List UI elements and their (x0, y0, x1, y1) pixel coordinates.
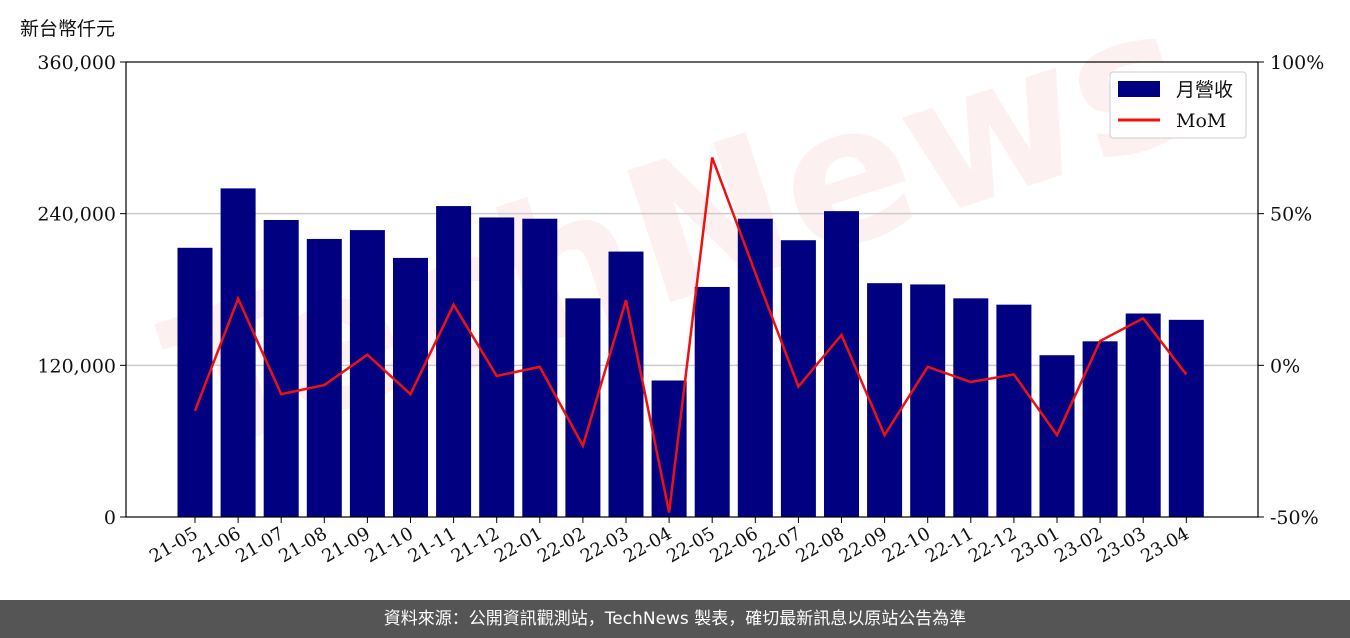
y-right-tick-label: -50% (1270, 507, 1319, 529)
legend-swatch-revenue (1118, 81, 1160, 97)
source-footer: 資料來源：公開資訊觀測站，TechNews 製表，確切最新訊息以原站公告為準 (0, 600, 1350, 638)
revenue-chart: 0 120,000 240,000 360,000 -50% 0% 50% 100% 21-05… (37, 52, 1324, 567)
x-tick-label: 21-10 (362, 523, 417, 567)
x-tick-label: 21-09 (318, 523, 373, 567)
x-tick-label: 21-12 (448, 523, 503, 567)
y-left-tick-label: 0 (104, 507, 116, 529)
x-tick-label: 22-02 (534, 523, 589, 567)
bar (953, 298, 989, 517)
y-right-tick-label: 50% (1270, 204, 1312, 226)
x-tick-label: 23-03 (1094, 523, 1149, 567)
x-tick-label: 22-09 (836, 523, 891, 567)
bar (737, 218, 773, 517)
x-tick-label: 22-01 (491, 523, 546, 567)
bar (436, 206, 472, 518)
bar (867, 283, 903, 517)
x-tick-label: 23-02 (1051, 523, 1106, 567)
x-tick-label: 21-05 (146, 523, 201, 567)
x-tick-label: 21-11 (405, 523, 460, 567)
mom-line (193, 157, 1188, 513)
y-left-tick-label: 360,000 (37, 52, 116, 74)
x-tick-label: 22-04 (620, 523, 675, 567)
x-tick-label: 21-08 (275, 523, 330, 567)
x-tick-label: 22-08 (793, 523, 848, 567)
bar (608, 251, 644, 518)
x-tick-label: 22-03 (577, 523, 632, 567)
x-tick-label: 22-05 (663, 523, 718, 567)
x-tick-label: 21-06 (189, 523, 244, 567)
bar (479, 217, 515, 518)
x-tick-label: 21-07 (232, 523, 287, 567)
bar (910, 284, 946, 517)
bar (1082, 341, 1118, 517)
bar (1168, 319, 1204, 517)
bar (393, 257, 428, 517)
y-right-tick-label: 0% (1270, 355, 1300, 377)
x-tick-label: 23-04 (1137, 523, 1192, 567)
legend-label-mom: MoM (1176, 110, 1226, 132)
y-left-tick-label: 240,000 (37, 204, 116, 226)
x-tick-label: 22-11 (922, 523, 977, 567)
legend-label-revenue: 月營收 (1176, 79, 1233, 101)
bar (996, 304, 1032, 517)
x-tick-label: 23-01 (1008, 523, 1063, 567)
y-right-tick-label: 100% (1270, 52, 1324, 74)
bar (220, 188, 256, 517)
x-tick-label: 22-07 (749, 523, 804, 567)
bar (780, 240, 816, 518)
y-left-tick-label: 120,000 (37, 355, 116, 377)
bar (306, 238, 342, 517)
x-tick-label: 22-10 (879, 523, 934, 567)
bar (1125, 313, 1161, 517)
plot-frame (125, 61, 1259, 518)
x-tick-label: 22-12 (965, 523, 1020, 567)
x-tick-label: 22-06 (706, 523, 761, 567)
bar (349, 230, 385, 517)
bar (694, 286, 730, 517)
y-axis-unit-label: 新台幣仟元 (20, 18, 116, 40)
